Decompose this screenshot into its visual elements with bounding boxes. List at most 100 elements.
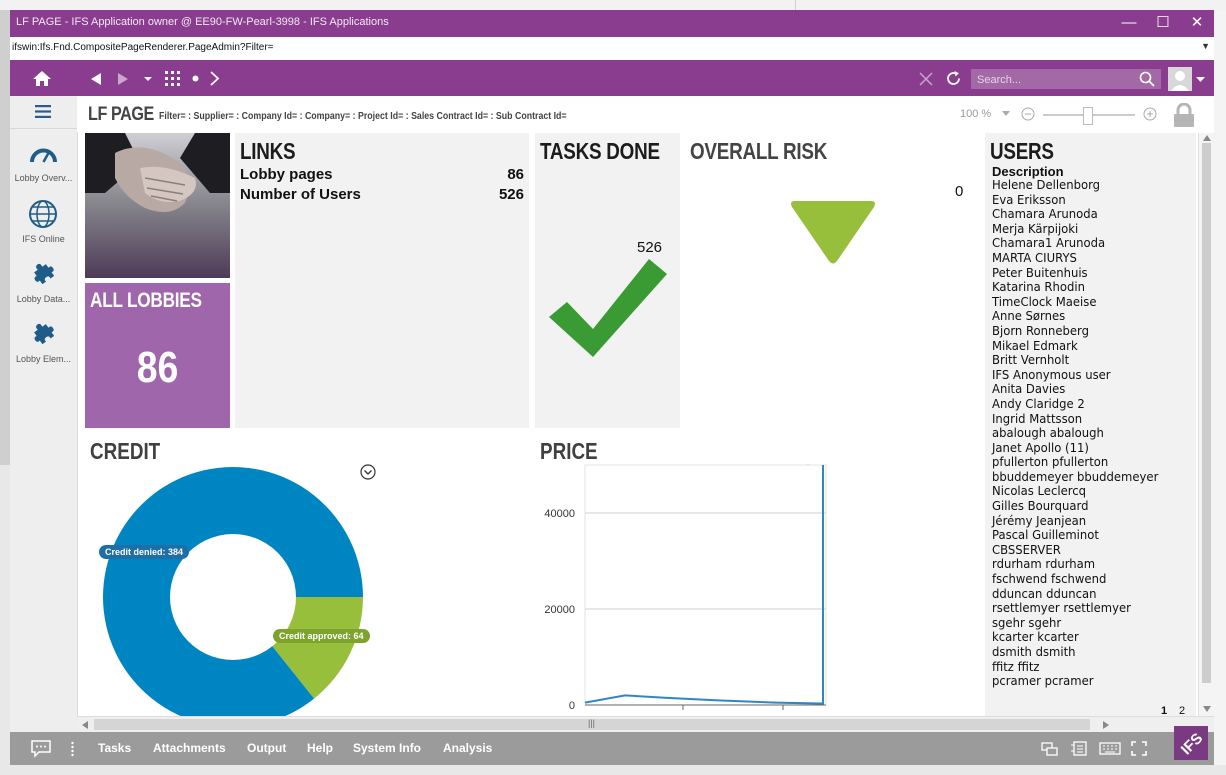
all-lobbies-tile[interactable]: ALL LOBBIES 86	[85, 283, 230, 428]
scroll-up-icon[interactable]	[1203, 135, 1211, 141]
user-row[interactable]: Britt Vernholt	[992, 352, 1070, 368]
scroll-left-icon[interactable]	[82, 721, 88, 729]
home-icon[interactable]	[32, 70, 52, 87]
hamburger-menu-icon[interactable]	[35, 105, 51, 118]
maximize-button[interactable]: ☐	[1156, 14, 1170, 31]
bottom-tab-system-info[interactable]: System Info	[353, 741, 422, 755]
credit-denied-slice[interactable]	[103, 467, 363, 716]
sidebar-item-lobby-data-sources[interactable]: Lobby Data...	[10, 258, 77, 314]
credit-options-icon[interactable]	[360, 464, 376, 480]
user-menu-dropdown-icon[interactable]	[1196, 77, 1205, 82]
fullscreen-icon[interactable]	[1131, 741, 1147, 756]
chat-icon[interactable]	[31, 740, 51, 758]
horizontal-scrollbar[interactable]: |||	[77, 716, 1214, 733]
clear-icon[interactable]	[919, 72, 933, 86]
user-row[interactable]: rsettlemyer rsettlemyer	[992, 600, 1131, 616]
user-row[interactable]: rdurham rdurham	[992, 556, 1096, 572]
drag-handle-icon[interactable]	[71, 741, 74, 757]
history-dropdown-icon[interactable]	[143, 76, 153, 82]
links-row-lobby-pages[interactable]: Lobby pages 86	[240, 166, 524, 183]
user-row[interactable]: kcarter kcarter	[992, 629, 1079, 645]
tasks-done-tile[interactable]: TASKS DONE 526	[535, 133, 680, 428]
bottom-tab-output[interactable]: Output	[247, 741, 287, 755]
notes-icon[interactable]	[1071, 741, 1087, 756]
links-tile[interactable]: LINKS Lobby pages 86 Number of Users 526	[235, 133, 529, 428]
user-row[interactable]: Merja Kärpijoki	[992, 220, 1079, 236]
minimize-button[interactable]: —	[1121, 14, 1137, 31]
user-row[interactable]: Pascal Guilleminot	[992, 527, 1099, 543]
user-row[interactable]: fschwend fschwend	[992, 571, 1107, 587]
user-row[interactable]: dsmith dsmith	[992, 644, 1076, 659]
user-row[interactable]: Chamara Arunoda	[992, 206, 1098, 222]
users-page-2[interactable]: 2	[1179, 705, 1186, 717]
bottom-tab-analysis[interactable]: Analysis	[443, 741, 493, 755]
back-icon[interactable]	[89, 72, 103, 86]
zoom-in-icon[interactable]	[1143, 107, 1157, 121]
user-row[interactable]: CBSSERVER	[992, 541, 1061, 557]
user-avatar-icon[interactable]	[1168, 67, 1192, 91]
user-row[interactable]: Andy Claridge 2	[992, 395, 1085, 411]
bottom-tab-tasks[interactable]: Tasks	[98, 741, 132, 755]
user-row[interactable]: Eva Eriksson	[992, 191, 1066, 207]
user-row[interactable]: Katarina Rhodin	[992, 279, 1085, 295]
search-input[interactable]	[975, 71, 1129, 89]
user-row[interactable]: IFS Anonymous user	[992, 366, 1111, 382]
price-series-line[interactable]	[584, 465, 824, 705]
horizontal-scroll-thumb[interactable]: |||	[94, 718, 1090, 730]
address-bar[interactable]: ifswin:Ifs.Fnd.CompositePageRenderer.Pag…	[10, 37, 1214, 61]
refresh-icon[interactable]	[945, 70, 962, 87]
sidebar-item-ifs-online[interactable]: IFS Online	[10, 198, 77, 254]
user-row[interactable]: sgehr sgehr	[992, 614, 1062, 630]
user-row[interactable]: ffitz ffitz	[992, 658, 1040, 674]
search-box[interactable]	[971, 69, 1161, 89]
user-row[interactable]: Jérémy Jeanjean	[992, 512, 1087, 528]
user-row[interactable]: Bjorn Ronneberg	[992, 322, 1089, 338]
vertical-scroll-thumb[interactable]	[1202, 143, 1211, 683]
user-row[interactable]: dduncan dduncan	[992, 585, 1097, 601]
bottom-tab-attachments[interactable]: Attachments	[153, 741, 226, 755]
scroll-down-icon[interactable]	[1203, 706, 1211, 712]
credit-approved-slice[interactable]	[272, 597, 363, 699]
forward-icon[interactable]	[116, 72, 130, 86]
overall-risk-tile[interactable]: OVERALL RISK 0	[685, 133, 979, 428]
links-row-number-of-users[interactable]: Number of Users 526	[240, 186, 524, 203]
lock-icon[interactable]	[1172, 103, 1196, 127]
user-row[interactable]: pcramer pcramer	[992, 673, 1094, 689]
keyboard-icon[interactable]	[1099, 742, 1121, 755]
chevron-right-icon[interactable]	[209, 71, 221, 86]
user-row[interactable]: Anne Sørnes	[992, 308, 1066, 324]
user-row[interactable]: bbuddemeyer bbuddemeyer	[992, 468, 1159, 484]
bottom-tab-help[interactable]: Help	[307, 741, 334, 755]
zoom-dropdown-icon[interactable]	[1002, 111, 1010, 116]
window-cascade-icon[interactable]	[1041, 742, 1059, 756]
user-row[interactable]: Mikael Edmark	[992, 337, 1078, 353]
sidebar-item-lobby-overview[interactable]: Lobby Overv...	[10, 140, 77, 196]
user-row[interactable]: abalough abalough	[992, 425, 1104, 441]
user-row[interactable]: MARTA CIURYS	[992, 249, 1077, 265]
user-row[interactable]: TimeClock Maeise	[992, 293, 1097, 309]
zoom-level[interactable]: 100 %	[960, 108, 992, 120]
zoom-out-icon[interactable]	[1021, 107, 1035, 121]
user-row[interactable]: Helene Dellenborg	[992, 177, 1101, 192]
scroll-right-icon[interactable]	[1103, 721, 1109, 729]
user-row[interactable]: Nicolas Leclercq	[992, 483, 1087, 499]
address-dropdown-icon[interactable]: ▼	[1201, 41, 1210, 51]
user-row[interactable]: Chamara1 Arunoda	[992, 235, 1106, 251]
user-row[interactable]: Gilles Bourquard	[992, 498, 1089, 514]
user-row[interactable]: Peter Buitenhuis	[992, 264, 1088, 280]
user-row[interactable]: Janet Apollo (11)	[992, 439, 1089, 455]
sidebar-item-lobby-elements[interactable]: Lobby Elem...	[10, 318, 77, 374]
dot-icon[interactable]	[192, 75, 199, 82]
zoom-slider-handle[interactable]	[1083, 107, 1093, 125]
apps-grid-icon[interactable]	[165, 71, 180, 86]
vertical-scrollbar[interactable]	[1198, 133, 1215, 716]
zoom-slider[interactable]	[1043, 107, 1135, 125]
users-tile[interactable]: USERS Description Helene Dellenborg Eva E…	[985, 133, 1196, 717]
menu-button[interactable]	[10, 96, 77, 129]
close-button[interactable]: ✕	[1190, 14, 1204, 31]
user-row[interactable]: Anita Davies	[992, 381, 1066, 397]
users-page-1[interactable]: 1	[1161, 705, 1168, 717]
user-row[interactable]: Ingrid Mattsson	[992, 410, 1083, 426]
search-icon[interactable]	[1139, 71, 1155, 87]
user-row[interactable]: pfullerton pfullerton	[992, 454, 1109, 470]
